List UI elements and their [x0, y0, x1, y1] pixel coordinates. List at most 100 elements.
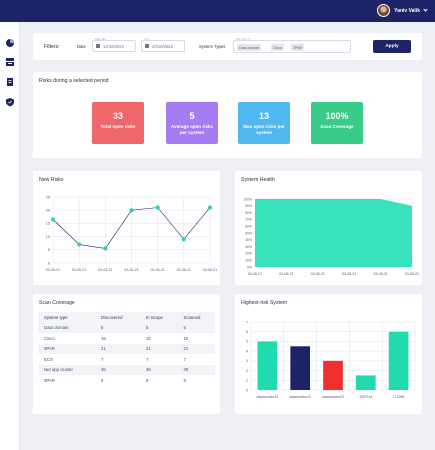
tile-value: 100%	[325, 111, 349, 121]
table-cell: 15	[139, 333, 178, 344]
table-cell: 3PAR	[38, 375, 96, 386]
filters-label: Filters:	[44, 44, 60, 50]
x-tick-label: 03-06-21	[373, 272, 387, 276]
table-cell: 36	[177, 364, 215, 375]
top-bar: Yaniv Valik	[0, 0, 435, 22]
risks-panel: Risks during a selected period 33 Total …	[33, 72, 422, 158]
column-header[interactable]: In Scope	[139, 312, 178, 323]
x-tick-label: 03-06-21	[248, 272, 262, 276]
table-row[interactable]: Data domain 5 5 5	[38, 322, 215, 333]
table-row[interactable]: ECS 7 7 7	[38, 354, 215, 365]
y-tick-label: 10	[46, 235, 50, 239]
tile-value: 13	[258, 111, 269, 121]
table-cell: 21	[177, 343, 215, 354]
x-tick-label: 03-06-21	[124, 268, 138, 272]
y-tick-label: 7	[246, 320, 248, 324]
max-open-risks-tile: 13 Max open risks per system	[238, 102, 290, 144]
column-header[interactable]: System type	[38, 312, 96, 323]
system-types-label: System Types	[199, 44, 226, 49]
assets-icon[interactable]	[5, 57, 15, 67]
y-tick-label: 50%	[245, 231, 252, 235]
y-tick-label: 2	[246, 369, 248, 373]
bar	[355, 375, 376, 390]
avatar[interactable]	[377, 4, 391, 17]
x-tick-label: datamonitor23	[322, 395, 344, 399]
column-header[interactable]: Scanned	[177, 312, 215, 323]
table-cell: 8	[139, 375, 178, 386]
x-tick-label: 03-06-21	[279, 272, 293, 276]
y-tick-label: 100%	[243, 197, 252, 201]
table-cell: ECS	[38, 354, 96, 365]
scan-coverage-table: System type Discovered In Scope Scanned …	[38, 312, 215, 386]
column-header[interactable]: Discovered	[95, 312, 140, 323]
chip-data-domain[interactable]: Data domain	[237, 44, 262, 51]
x-tick-label: 03-06-21	[72, 268, 86, 272]
y-tick-label: 0	[246, 388, 248, 392]
from-date-field[interactable]: 12/10/2022	[92, 40, 136, 52]
chip-3par[interactable]: 3PAR	[291, 44, 305, 51]
bar	[257, 341, 278, 390]
table-row[interactable]: Net app cluster 36 36 36	[38, 364, 215, 375]
table-cell: 36	[95, 364, 140, 375]
table-row[interactable]: 3PAR 21 21 21	[38, 343, 215, 354]
y-tick-label: 80%	[245, 211, 252, 215]
y-tick-label: 5	[48, 248, 50, 252]
x-tick-label: 03-06-21	[311, 272, 325, 276]
dashboard-icon[interactable]	[5, 38, 15, 48]
y-tick-label: 60%	[245, 225, 252, 229]
table-row[interactable]: 3PAR 8 8 8	[38, 375, 215, 386]
apply-button[interactable]: Apply	[373, 40, 411, 53]
system-health-title: System Health	[241, 177, 275, 183]
data-point	[51, 217, 55, 222]
risks-title: Risks during a selected period	[39, 78, 109, 84]
system-types-select[interactable]: Data domain Cisco 3PAR	[233, 40, 351, 53]
table-cell: 7	[95, 354, 140, 365]
series-area	[255, 199, 412, 267]
chip-cisco[interactable]: Cisco	[271, 44, 284, 51]
x-tick-label: datamonitor23	[257, 395, 279, 399]
y-tick-label: 15	[46, 222, 50, 226]
data-point	[103, 246, 108, 251]
table-cell: 7	[139, 354, 178, 365]
bar	[290, 346, 311, 390]
x-tick-label: 03-06-21	[177, 268, 191, 272]
table-header-row: System type Discovered In Scope Scanned	[38, 312, 215, 323]
bar	[388, 331, 409, 390]
tile-caption: Scan Coverage	[320, 124, 354, 129]
data-point	[181, 237, 186, 242]
y-tick-label: 5	[246, 340, 248, 344]
data-point	[77, 242, 82, 247]
chevron-down-icon[interactable]	[423, 7, 428, 12]
table-cell: Data domain	[38, 322, 96, 333]
table-cell: 21	[95, 343, 140, 354]
data-point	[129, 208, 134, 213]
reports-icon[interactable]	[5, 77, 15, 87]
table-cell: 5	[177, 322, 215, 333]
x-tick-label: datamonitor23	[289, 395, 311, 399]
y-tick-label: 30%	[245, 245, 252, 249]
y-tick-label: 70%	[245, 218, 252, 222]
table-row[interactable]: Cisco 15 15 15	[38, 333, 215, 344]
to-date-field[interactable]: 20/10/2022	[141, 40, 185, 52]
tile-caption: Total open risks	[100, 124, 136, 129]
y-tick-label: 3	[246, 359, 248, 363]
shield-icon[interactable]	[5, 97, 15, 107]
filters-bar: Filters: Date FROM 12/10/2022 TO 20/10/2…	[33, 33, 422, 60]
table-cell: 5	[95, 322, 140, 333]
tile-value: 5	[189, 111, 195, 121]
user-menu[interactable]: Yaniv Valik	[377, 4, 428, 17]
y-tick-label: 0%	[247, 265, 252, 269]
scan-coverage-title: Scan Coverage	[39, 300, 75, 306]
x-tick-label: 03-06-21	[46, 268, 60, 272]
system-health-panel: System Health 0% 10% 20% 30% 40% 50% 60% 70% 80%…	[235, 171, 422, 285]
highest-risk-title: Highest-risk System	[241, 300, 288, 306]
table-cell: 8	[95, 375, 140, 386]
table-cell: 5	[139, 322, 178, 333]
y-tick-label: 20	[46, 209, 50, 213]
table-cell: 8	[177, 375, 215, 386]
from-date-value: 12/10/2022	[103, 43, 124, 49]
y-tick-label: 0	[48, 261, 50, 265]
y-tick-label: 10%	[245, 259, 252, 263]
scan-coverage-panel: Scan Coverage System type Discovered In …	[33, 294, 220, 414]
calendar-icon	[145, 44, 149, 48]
